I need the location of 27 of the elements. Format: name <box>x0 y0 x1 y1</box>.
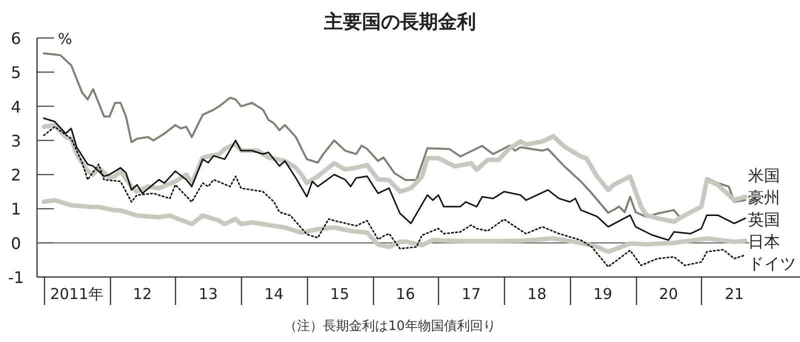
x-tick-label: 21 <box>724 285 744 303</box>
y-tick-label: -1 <box>8 268 24 287</box>
x-tick-label: 18 <box>527 285 547 303</box>
x-tick-label: 14 <box>264 285 284 303</box>
chart-title: 主要国の長期金利 <box>323 11 476 33</box>
x-tick-label: 17 <box>462 285 481 303</box>
y-tick-label: 4 <box>10 97 22 116</box>
x-tick-label: 13 <box>198 285 218 303</box>
x-tick-label: 15 <box>330 285 350 303</box>
series-label: 豪州 <box>748 188 780 207</box>
y-tick-label: 5 <box>10 63 22 82</box>
y-tick-label: 1 <box>10 200 22 219</box>
y-tick-label: 0 <box>10 234 22 253</box>
y-tick-label: 2 <box>10 166 22 185</box>
y-tick-label: 6 <box>10 29 22 48</box>
y-axis-title: % <box>58 30 72 48</box>
x-tick-label: 16 <box>396 285 416 303</box>
y-tick-label: 3 <box>10 131 22 150</box>
series-label: 英国 <box>748 210 780 229</box>
x-tick-label: 19 <box>593 285 612 303</box>
series-label: 米国 <box>748 166 780 185</box>
x-tick-label: 20 <box>658 285 678 303</box>
text: （注）長期金利は10年物国債利回り <box>284 319 496 334</box>
series-label: 日本 <box>748 232 780 251</box>
x-tick-label: 2011年 <box>50 285 104 303</box>
x-tick-label: 12 <box>132 285 152 303</box>
series-label: ドイツ <box>748 254 796 273</box>
